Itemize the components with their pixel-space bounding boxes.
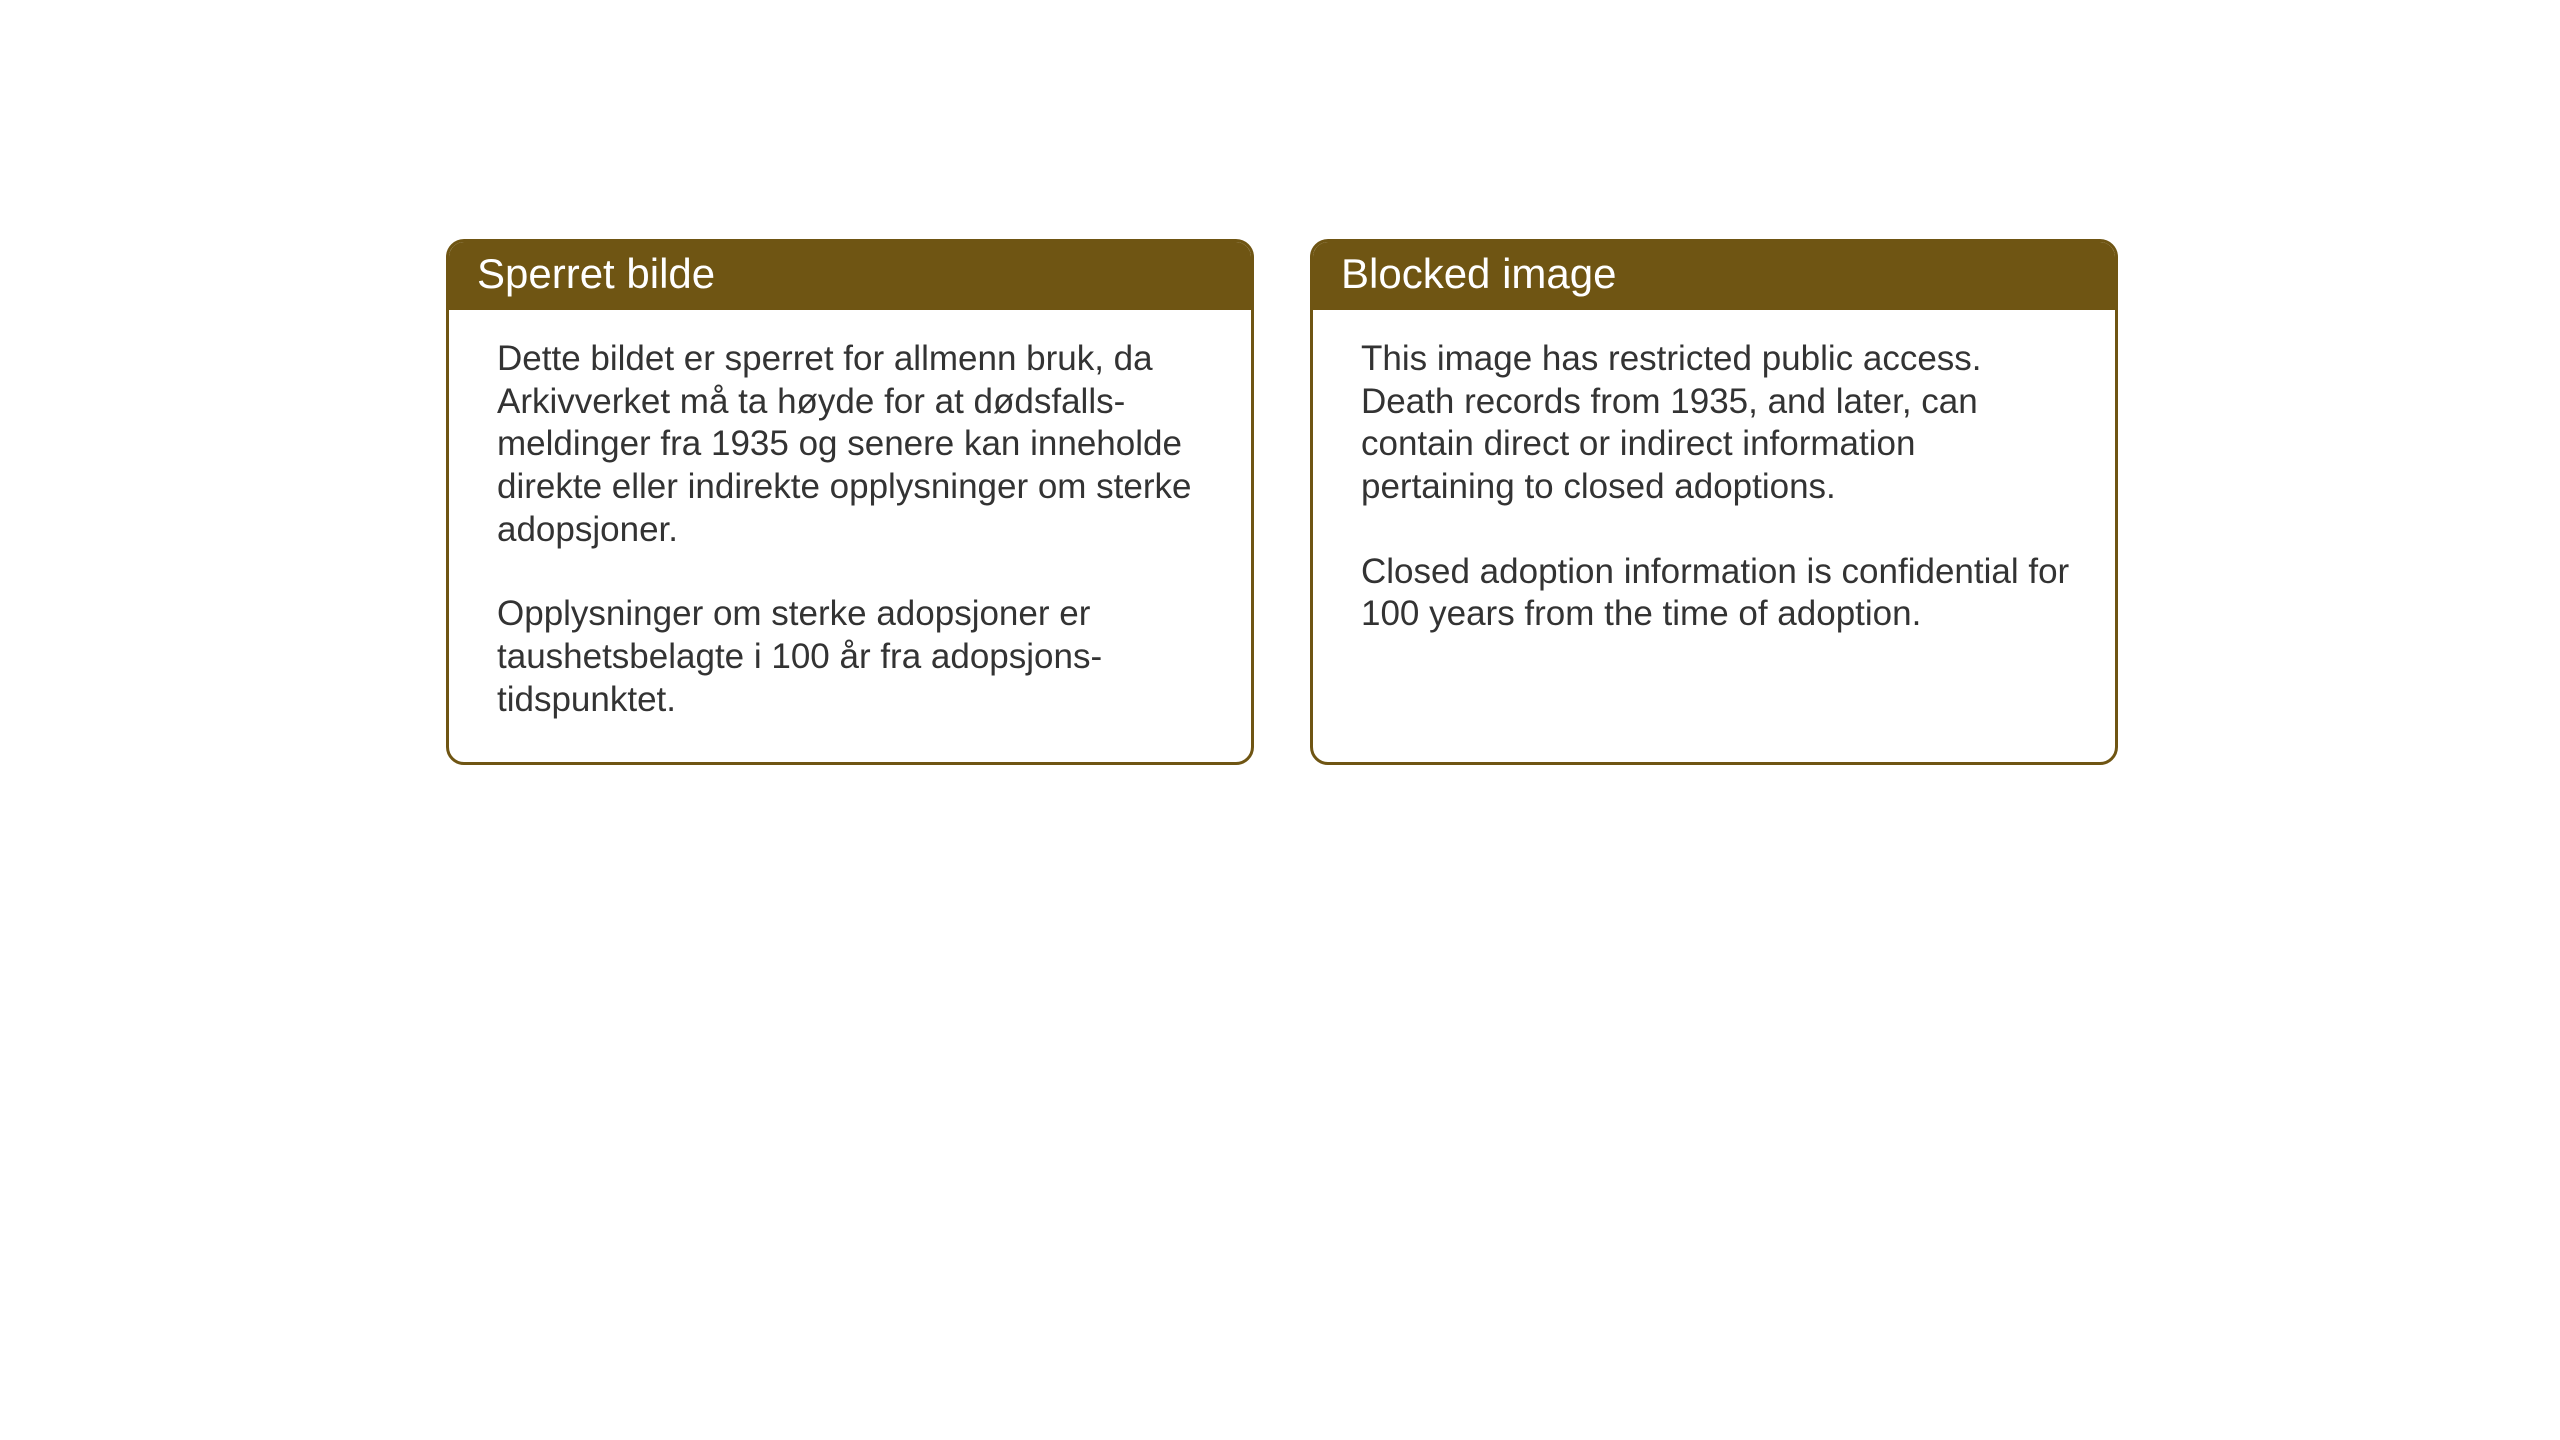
notice-container: Sperret bilde Dette bildet er sperret fo… bbox=[446, 239, 2118, 765]
notice-card-norwegian: Sperret bilde Dette bildet er sperret fo… bbox=[446, 239, 1254, 765]
card-title-norwegian: Sperret bilde bbox=[477, 250, 715, 297]
card-header-english: Blocked image bbox=[1313, 242, 2115, 310]
notice-card-english: Blocked image This image has restricted … bbox=[1310, 239, 2118, 765]
card-body-norwegian: Dette bildet er sperret for allmenn bruk… bbox=[449, 310, 1251, 762]
paragraph-norwegian-1: Dette bildet er sperret for allmenn bruk… bbox=[497, 338, 1211, 551]
paragraph-norwegian-2: Opplysninger om sterke adopsjoner er tau… bbox=[497, 593, 1211, 721]
card-body-english: This image has restricted public access.… bbox=[1313, 310, 2115, 676]
paragraph-english-2: Closed adoption information is confident… bbox=[1361, 551, 2075, 636]
card-header-norwegian: Sperret bilde bbox=[449, 242, 1251, 310]
card-title-english: Blocked image bbox=[1341, 250, 1616, 297]
paragraph-english-1: This image has restricted public access.… bbox=[1361, 338, 2075, 509]
